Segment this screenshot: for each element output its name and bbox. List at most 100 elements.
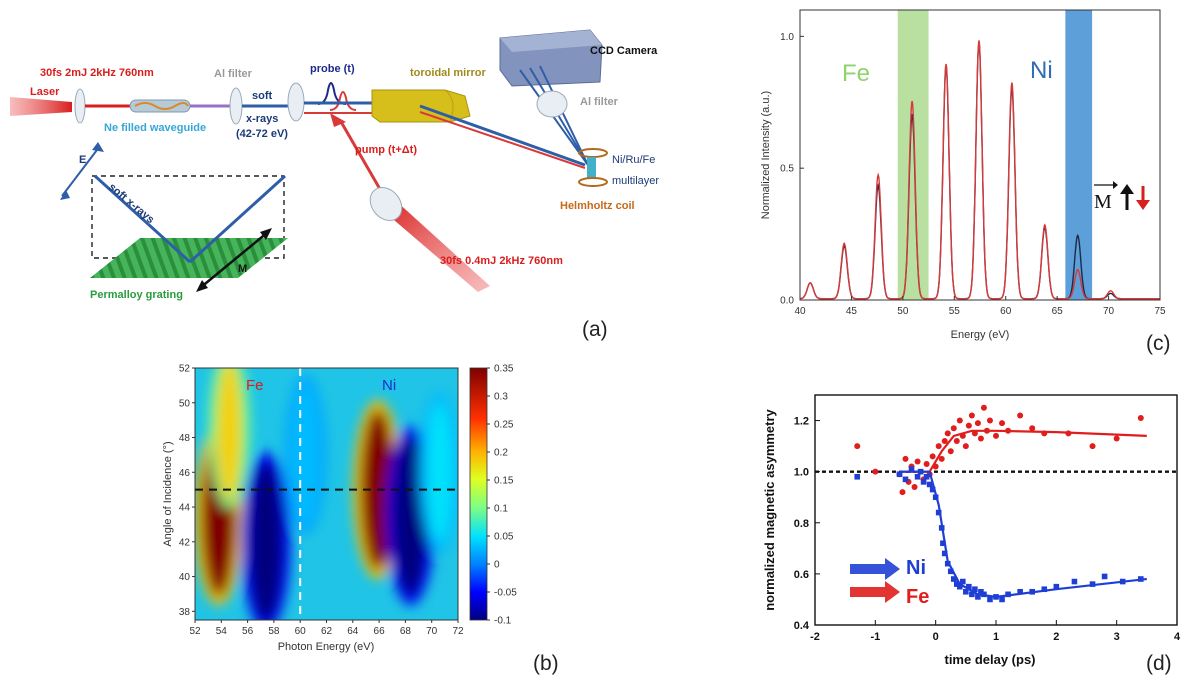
fe-data-point-13 bbox=[932, 463, 939, 470]
asymmetry-x-tick-label-1: -1 bbox=[870, 631, 880, 643]
heatmap-x-tick-label-7: 66 bbox=[374, 626, 386, 637]
fe-data-point-31 bbox=[986, 417, 993, 424]
pump-arrow-icon bbox=[330, 113, 346, 127]
colorbar-tick-label-8: -0.05 bbox=[494, 588, 517, 599]
heatmap-x-axis-label: Photon Energy (eV) bbox=[278, 641, 375, 653]
al-filter-2-icon bbox=[536, 90, 568, 118]
ni-data-point-12 bbox=[938, 525, 945, 531]
fe-data-point-18 bbox=[947, 448, 954, 455]
ni-data-point-33 bbox=[1029, 588, 1035, 595]
asymmetry-x-tick-label-3: 1 bbox=[993, 631, 999, 643]
fe-data-point-16 bbox=[941, 438, 948, 444]
grating-surface-icon bbox=[90, 238, 288, 278]
fe-data-point-32 bbox=[993, 432, 999, 439]
asymmetry-x-tick-label-4: 2 bbox=[1053, 631, 1059, 643]
ni-data-point-20 bbox=[960, 578, 966, 585]
heatmap-feature-6 bbox=[426, 402, 453, 543]
ni-data-point-15 bbox=[944, 560, 951, 567]
pump-label: pump (t+Δt) bbox=[355, 144, 417, 156]
ni-fit-line bbox=[899, 470, 1147, 599]
probe-pulse-icon bbox=[317, 82, 347, 105]
ni-data-point-9 bbox=[929, 486, 936, 493]
asymmetry-x-axis-label: time delay (ps) bbox=[944, 652, 1035, 667]
heatmap-x-tick-label-9: 70 bbox=[426, 626, 438, 637]
spectrum-x-tick-label-5: 65 bbox=[1052, 306, 1064, 317]
spectrum-x-tick-label-2: 50 bbox=[897, 306, 909, 317]
heatmap-y-tick-label-4: 46 bbox=[179, 468, 191, 479]
fe-data-point-10 bbox=[923, 461, 930, 467]
ni-data-point-3 bbox=[908, 466, 915, 472]
ni-data-point-18 bbox=[953, 581, 960, 587]
ni-data-point-5 bbox=[917, 468, 924, 475]
waveguide-icon bbox=[129, 99, 191, 113]
ni-data-point-34 bbox=[1041, 586, 1048, 593]
colorbar-tick-label-9: -0.1 bbox=[494, 616, 512, 627]
panel-b-heatmap: Fe Ni 52 54 56 58 60 62 64 66 68 70 72 38 40 42 44 46 48… bbox=[162, 364, 559, 676]
asymmetry-ticks: -2 -1 0 1 2 3 4 0.4 0.6 0.8 1.0 1.2 bbox=[794, 416, 1181, 643]
grating-label: Permalloy grating bbox=[90, 289, 183, 301]
ni-data-point-25 bbox=[975, 594, 981, 600]
spectrum-ni-label: Ni bbox=[1030, 57, 1053, 84]
heatmap-x-tick-label-0: 52 bbox=[189, 626, 201, 637]
ni-data-point-27 bbox=[981, 591, 987, 598]
fe-data-point-20 bbox=[953, 438, 960, 444]
soft-xrays-diag-label: soft x-rays bbox=[106, 181, 156, 226]
diffracted-beam-3 bbox=[539, 65, 589, 166]
reflected-xray-line bbox=[188, 174, 287, 264]
pump-beam bbox=[380, 200, 490, 292]
colorbar-tick-label-0: 0.35 bbox=[494, 364, 514, 375]
fe-data-point-37 bbox=[1041, 430, 1048, 437]
spectrum-x-tick-label-0: 40 bbox=[794, 306, 806, 317]
xrays-label: x-rays bbox=[246, 113, 278, 125]
asymmetry-x-tick-label-2: 0 bbox=[933, 631, 939, 643]
fe-data-point-28 bbox=[977, 435, 984, 442]
asymmetry-x-tick-label-5: 3 bbox=[1114, 631, 1120, 643]
fe-data-point-3 bbox=[899, 489, 906, 496]
heatmap-feature-1 bbox=[216, 368, 243, 499]
fe-data-point-21 bbox=[956, 417, 963, 424]
m-arrow-head-icon bbox=[260, 228, 272, 240]
waveguide-label: Ne filled waveguide bbox=[104, 122, 206, 134]
fe-data-point-33 bbox=[999, 420, 1006, 427]
energy-range-label: (42-72 eV) bbox=[236, 128, 288, 140]
ni-data-point-22 bbox=[966, 583, 972, 590]
fe-data-point-19 bbox=[950, 425, 957, 432]
al-filter-1-label: Al filter bbox=[214, 68, 253, 80]
spectrum-x-tick-label-1: 45 bbox=[846, 306, 858, 317]
asymmetry-x-tick-label-6: 4 bbox=[1174, 631, 1181, 643]
heatmap-y-tick-label-6: 50 bbox=[179, 398, 191, 409]
fe-edge-band bbox=[897, 10, 929, 300]
e-arrow-tail-icon bbox=[60, 190, 70, 200]
asymmetry-data bbox=[854, 404, 1147, 603]
colorbar bbox=[469, 367, 488, 621]
magnetization-label: M bbox=[1094, 191, 1112, 213]
pump-to-sample-beam bbox=[419, 111, 586, 169]
fe-data-point-24 bbox=[965, 422, 972, 429]
asymmetry-y-tick-label-0: 0.4 bbox=[794, 620, 810, 632]
colorbar-ticks: 0.35 0.3 0.25 0.2 0.15 0.1 0.05 0 -0.05 -0.1 bbox=[487, 364, 517, 627]
heatmap-ticks: 52 54 56 58 60 62 64 66 68 70 72 38 40 42 44 46 48 50 52 bbox=[179, 364, 464, 638]
heatmap-x-tick-label-2: 56 bbox=[242, 626, 254, 637]
fe-data-point-0 bbox=[854, 443, 861, 450]
ccd-camera-top bbox=[500, 30, 602, 52]
ni-data-point-19 bbox=[957, 583, 963, 590]
ni-data-point-23 bbox=[969, 591, 975, 598]
m-arrow-tail-icon bbox=[196, 280, 208, 292]
asymmetry-y-tick-label-2: 0.8 bbox=[794, 518, 809, 530]
fe-legend-arrow-icon bbox=[850, 581, 900, 603]
sample-icon bbox=[587, 157, 596, 179]
ni-data-point-24 bbox=[972, 586, 978, 593]
colorbar-tick-label-5: 0.1 bbox=[494, 504, 508, 515]
coil-bottom-icon bbox=[578, 177, 608, 187]
laser-label: Laser bbox=[30, 86, 60, 98]
fe-data-point-39 bbox=[1089, 443, 1096, 450]
heatmap-x-tick-label-10: 72 bbox=[452, 626, 464, 637]
ni-data-point-21 bbox=[963, 588, 969, 595]
asymmetry-y-tick-label-1: 0.6 bbox=[794, 569, 809, 581]
focusing-lens-icon bbox=[74, 88, 86, 124]
colorbar-tick-label-3: 0.2 bbox=[494, 448, 508, 459]
heatmap-x-tick-label-5: 62 bbox=[321, 626, 333, 637]
spectrum-y-tick-label-0: 0.0 bbox=[780, 296, 794, 307]
heatmap-y-tick-label-2: 42 bbox=[179, 537, 191, 548]
colorbar-tick-label-4: 0.15 bbox=[494, 476, 514, 487]
